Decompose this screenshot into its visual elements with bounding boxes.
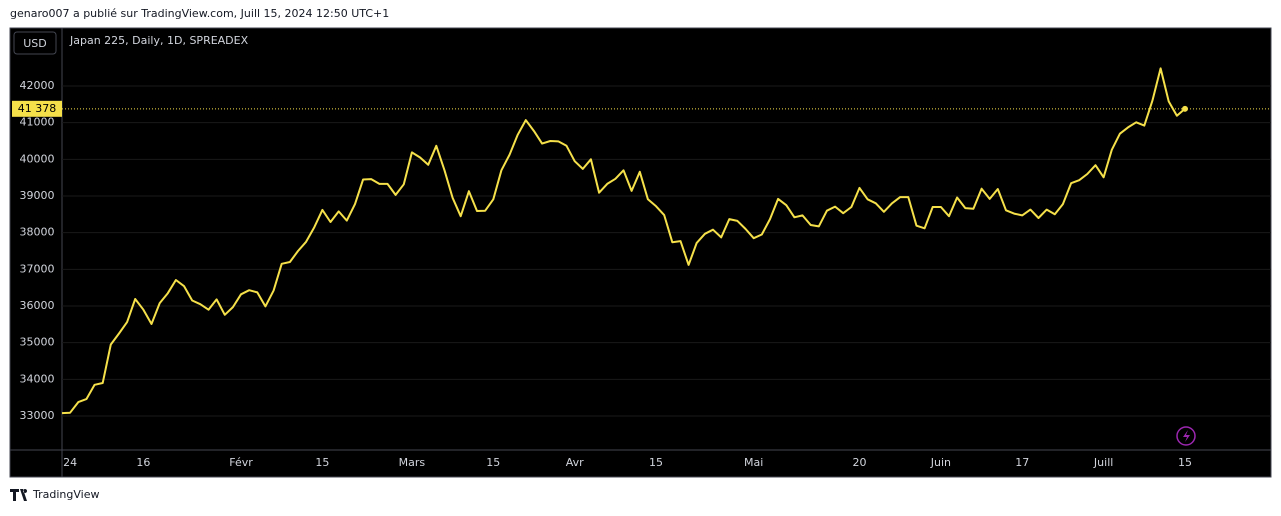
x-tick-label: Juill [1093, 456, 1113, 469]
x-tick-label: Mars [399, 456, 426, 469]
chart-title: Japan 225, Daily, 1D, SPREADEX [69, 34, 249, 47]
y-tick-label: 33000 [20, 409, 55, 422]
y-tick-label: 34000 [20, 372, 55, 385]
current-price-tag [12, 100, 62, 117]
x-tick-label: Févr [229, 456, 253, 469]
x-tick-label: 15 [315, 456, 329, 469]
x-tick-label: 16 [136, 456, 150, 469]
x-tick-label: 24 [63, 456, 77, 469]
current-price-label: 41 378 [18, 102, 57, 115]
x-tick-label: Avr [566, 456, 584, 469]
y-tick-label: 35000 [20, 336, 55, 349]
logo [10, 489, 28, 501]
currency[interactable]: USD [23, 37, 47, 50]
last-point [1182, 105, 1188, 112]
y-tick-label: 40000 [20, 152, 55, 165]
currency-button[interactable] [13, 31, 57, 55]
x-tick-label: 15 [649, 456, 663, 469]
x-tick-label: 15 [486, 456, 500, 469]
x-tick-label: 20 [852, 456, 866, 469]
chart-bg [9, 27, 1272, 478]
header: genaro007 a publié sur TradingView.com, … [10, 7, 389, 20]
y-tick-label: 36000 [20, 299, 55, 312]
icon[interactable] [1176, 426, 1196, 446]
price-line [61, 67, 1186, 415]
x-tick-label: 15 [1178, 456, 1192, 469]
x-tick-label: Mai [744, 456, 763, 469]
y-tick-label: 39000 [20, 189, 55, 202]
y-tick-label: 37000 [20, 262, 55, 275]
y-tick-label: 38000 [20, 226, 55, 239]
y-tick-label: 41000 [20, 116, 55, 129]
y-tick-label: 42000 [20, 79, 55, 92]
x-tick-label: 17 [1015, 456, 1029, 469]
x-tick-label: Juin [930, 456, 951, 469]
footer: TradingView [32, 488, 99, 501]
icon-bolt [1183, 430, 1190, 442]
